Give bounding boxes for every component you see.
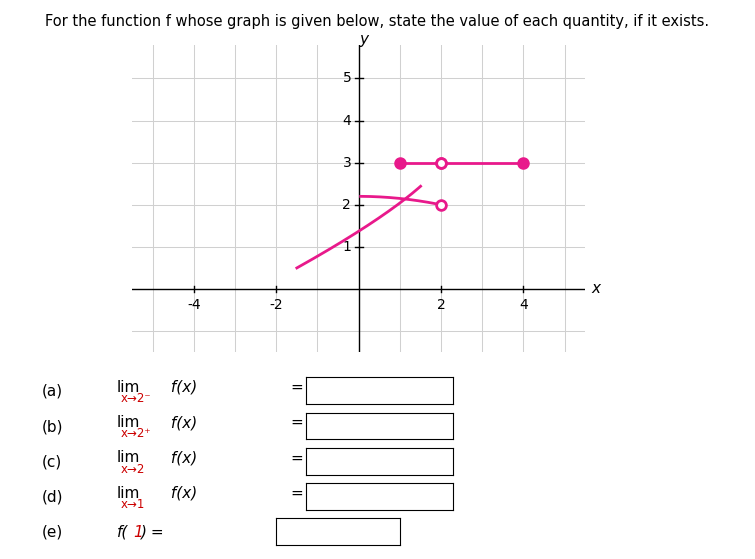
- Text: (d): (d): [42, 490, 63, 504]
- Text: (e): (e): [42, 525, 63, 539]
- Text: x: x: [591, 282, 600, 296]
- Text: f(x): f(x): [166, 415, 197, 430]
- Text: lim: lim: [117, 486, 140, 500]
- Text: 4: 4: [343, 113, 351, 127]
- Text: For the function f whose graph is given below, state the value of each quantity,: For the function f whose graph is given …: [45, 14, 710, 29]
- Text: f(x): f(x): [166, 380, 197, 395]
- Text: f(: f(: [117, 525, 128, 539]
- Text: -2: -2: [270, 299, 283, 312]
- Text: x→2⁺: x→2⁺: [121, 427, 151, 440]
- Text: lim: lim: [117, 415, 140, 430]
- Text: 4: 4: [519, 299, 528, 312]
- Text: =: =: [291, 451, 304, 465]
- Text: 1: 1: [342, 240, 351, 254]
- Text: 2: 2: [436, 299, 445, 312]
- Text: 1: 1: [134, 525, 143, 539]
- Text: 3: 3: [343, 155, 351, 169]
- Text: (c): (c): [42, 454, 62, 469]
- Text: lim: lim: [117, 451, 140, 465]
- Text: f(x): f(x): [166, 486, 197, 500]
- Text: 5: 5: [343, 72, 351, 86]
- Text: =: =: [291, 486, 304, 500]
- Text: y: y: [359, 32, 368, 47]
- Text: ) =: ) =: [141, 525, 165, 539]
- Text: x→2⁻: x→2⁻: [121, 392, 152, 405]
- Text: -4: -4: [187, 299, 201, 312]
- Text: =: =: [291, 380, 304, 395]
- Text: 2: 2: [343, 198, 351, 212]
- Text: lim: lim: [117, 380, 140, 395]
- Text: x→2: x→2: [121, 462, 145, 476]
- Text: x→1: x→1: [121, 498, 145, 511]
- Text: (b): (b): [42, 419, 63, 434]
- Text: f(x): f(x): [166, 451, 197, 465]
- Text: (a): (a): [42, 384, 63, 399]
- Text: =: =: [291, 415, 304, 430]
